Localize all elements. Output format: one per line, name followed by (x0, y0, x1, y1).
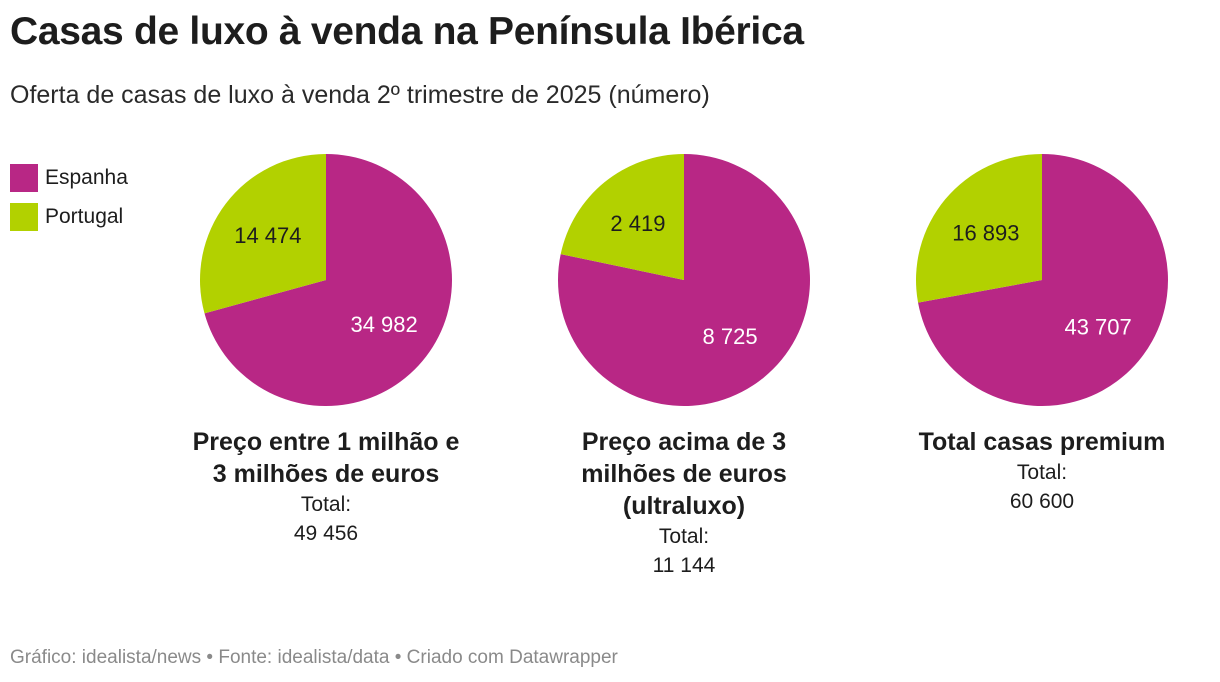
pie-title-2: Preço acima de 3 milhões de euros (ultra… (581, 428, 787, 520)
legend-label-espanha: Espanha (45, 166, 128, 189)
pie-caption-3: Total casas premium Total: 60 600 (882, 426, 1202, 516)
pie-2-slice-portugal (560, 154, 684, 280)
pie-title-1: Preço entre 1 milhão e 3 milhões de euro… (192, 428, 460, 488)
pie-2-slice-espanha (558, 154, 811, 407)
pie-3-slice-portugal (916, 154, 1042, 303)
pie-1-label-espanha: 34 982 (350, 312, 417, 337)
pie-total-1: Total: 49 456 (293, 493, 359, 545)
chart-subtitle: Oferta de casas de luxo à venda 2º trime… (10, 81, 710, 109)
pie-3-slice-espanha (918, 154, 1169, 407)
pie-2-label-espanha: 8 725 (703, 324, 758, 349)
legend-item-portugal: Portugal (10, 203, 128, 231)
pie-title-3: Total casas premium (918, 428, 1166, 456)
legend: Espanha Portugal (10, 164, 128, 242)
pie-total-2: Total: 11 144 (652, 525, 716, 577)
pie-3-label-espanha: 43 707 (1064, 314, 1131, 339)
pie-total-3: Total: 60 600 (1009, 461, 1075, 513)
pie-2-label-portugal: 2 419 (610, 211, 665, 236)
pie-3-label-portugal: 16 893 (952, 221, 1019, 246)
pie-caption-2: Preço acima de 3 milhões de euros (ultra… (524, 426, 844, 580)
pie-1-slice-espanha (204, 154, 452, 406)
legend-item-espanha: Espanha (10, 164, 128, 192)
chart-title: Casas de luxo à venda na Península Ibéri… (10, 10, 804, 53)
pie-1-label-portugal: 14 474 (234, 223, 301, 248)
legend-label-portugal: Portugal (45, 205, 124, 228)
pie-caption-1: Preço entre 1 milhão e 3 milhões de euro… (166, 426, 486, 548)
legend-swatch-portugal (10, 203, 38, 231)
pie-1-slice-portugal (199, 154, 326, 314)
chart-footer: Gráfico: idealista/news • Fonte: idealis… (10, 647, 618, 668)
legend-swatch-espanha (10, 164, 38, 192)
